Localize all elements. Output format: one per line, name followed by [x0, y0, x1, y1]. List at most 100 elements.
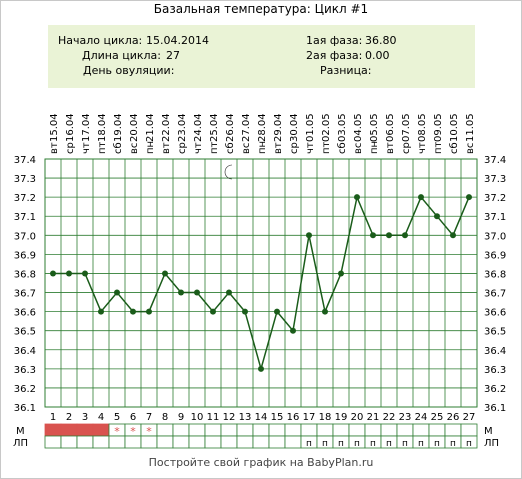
- temperature-point: [418, 194, 424, 201]
- x-weekday-label: вс: [241, 143, 252, 154]
- m-cell: [92, 423, 110, 437]
- m-cell: [76, 423, 94, 437]
- m-cell: [236, 423, 254, 437]
- temperature-point: [114, 289, 120, 296]
- x-day-number: 20: [351, 412, 364, 423]
- y-tick-label-right: 36.9: [484, 250, 506, 261]
- lp-mark: п: [338, 439, 344, 449]
- y-tick-label-left: 36.7: [14, 289, 36, 300]
- lp-cell: [268, 435, 286, 449]
- y-tick-label-left: 37.0: [14, 231, 36, 242]
- x-weekday-label: ср: [401, 142, 412, 154]
- x-date-label: 15.04: [49, 113, 60, 142]
- temperature-point: [194, 289, 200, 296]
- x-weekday-label: пн: [257, 141, 268, 154]
- m-cell: [300, 423, 318, 437]
- x-day-number: 5: [114, 412, 120, 423]
- y-tick-label-left: 36.9: [14, 250, 36, 261]
- x-date-label: 04.05: [353, 113, 364, 142]
- y-tick-labels: 37.4 37.4 37.3 37.3 37.2 37.2 37.1 37.1 37.0 37.0…: [14, 155, 507, 414]
- m-star-mark: *: [146, 425, 152, 438]
- m-cell: [316, 423, 334, 437]
- x-weekday-label: ср: [65, 142, 76, 154]
- x-day-number: 4: [98, 412, 104, 423]
- temperature-point: [50, 270, 56, 277]
- temperature-point: [82, 270, 88, 277]
- difference-label: Разница:: [320, 64, 372, 77]
- temperature-point: [210, 308, 216, 315]
- moon-icon: [224, 164, 233, 180]
- x-date-label: 17.04: [81, 113, 92, 142]
- x-weekday-label: вс: [353, 143, 364, 154]
- lp-cell: [188, 435, 206, 449]
- x-day-number: 12: [223, 412, 236, 423]
- x-date-label: 24.04: [193, 113, 204, 142]
- y-tick-label-right: 37.3: [484, 174, 506, 185]
- lp-cell: [108, 435, 126, 449]
- x-date-label: 01.05: [305, 113, 316, 142]
- x-weekday-label: чт: [81, 142, 92, 154]
- lp-cell: [236, 435, 254, 449]
- y-tick-label-right: 36.4: [484, 346, 506, 357]
- m-cell: [44, 423, 62, 437]
- temperature-point: [162, 270, 168, 277]
- m-cell: [172, 423, 190, 437]
- temperature-series: [50, 194, 472, 372]
- y-tick-label-left: 36.6: [14, 308, 36, 319]
- x-weekday-label: чт: [417, 142, 428, 154]
- lp-cell: [140, 435, 158, 449]
- x-date-label: 23.04: [177, 113, 188, 142]
- m-cell: [396, 423, 414, 437]
- footer-text: Постройте свой график на BabyPlan.ru: [148, 456, 374, 469]
- x-day-number: 19: [335, 412, 348, 423]
- y-tick-label-right: 37.2: [484, 193, 506, 204]
- row-label-lp-right: ЛП: [484, 438, 499, 449]
- lp-mark: п: [466, 439, 472, 449]
- x-day-number: 17: [303, 412, 316, 423]
- phase2-label: 2ая фаза:: [306, 49, 363, 62]
- x-date-label: 18.04: [97, 113, 108, 142]
- moon-icon-shape: [224, 164, 233, 180]
- m-cell: [204, 423, 222, 437]
- m-cell: [364, 423, 382, 437]
- temperature-point: [370, 232, 376, 239]
- m-cell: [380, 423, 398, 437]
- x-date-label: 26.04: [225, 113, 236, 142]
- x-day-number: 13: [239, 412, 252, 423]
- x-weekday-label: пт: [97, 141, 108, 154]
- y-tick-label-left: 37.2: [14, 193, 36, 204]
- x-day-number: 15: [271, 412, 284, 423]
- x-weekday-label: сб: [337, 142, 348, 154]
- m-star-mark: *: [114, 425, 120, 438]
- x-date-label: 19.04: [113, 113, 124, 142]
- m-cell: [412, 423, 430, 437]
- lp-mark: п: [450, 439, 456, 449]
- x-day-number: 9: [178, 412, 184, 423]
- y-tick-label-right: 36.1: [484, 403, 506, 414]
- y-tick-label-right: 36.5: [484, 327, 506, 338]
- lp-cell: [220, 435, 238, 449]
- x-date-label: 08.05: [417, 113, 428, 142]
- y-tick-label-right: 36.7: [484, 289, 506, 300]
- temperature-point: [402, 232, 408, 239]
- y-tick-label-right: 36.8: [484, 269, 506, 280]
- x-day-number: 21: [367, 412, 380, 423]
- x-date-label: 28.04: [257, 113, 268, 142]
- temperature-point: [450, 232, 456, 239]
- temperature-point: [386, 232, 392, 239]
- y-tick-label-right: 37.1: [484, 212, 506, 223]
- x-weekday-label: вс: [129, 143, 140, 154]
- x-weekday-label: вс: [465, 143, 476, 154]
- x-day-number: 1: [50, 412, 56, 423]
- temperature-point: [434, 213, 440, 220]
- x-weekday-label: сб: [449, 142, 460, 154]
- lp-mark: п: [370, 439, 376, 449]
- y-tick-label-right: 36.6: [484, 308, 506, 319]
- x-weekday-label: пн: [369, 141, 380, 154]
- y-tick-label-left: 36.1: [14, 403, 36, 414]
- cycle-start-label: Начало цикла:: [58, 34, 143, 47]
- temperature-point: [178, 289, 184, 296]
- cycle-info-panel: Начало цикла: 15.04.2014 Длина цикла: 27…: [48, 25, 475, 88]
- m-cell: [156, 423, 174, 437]
- phase2-value: 0.00: [365, 49, 390, 62]
